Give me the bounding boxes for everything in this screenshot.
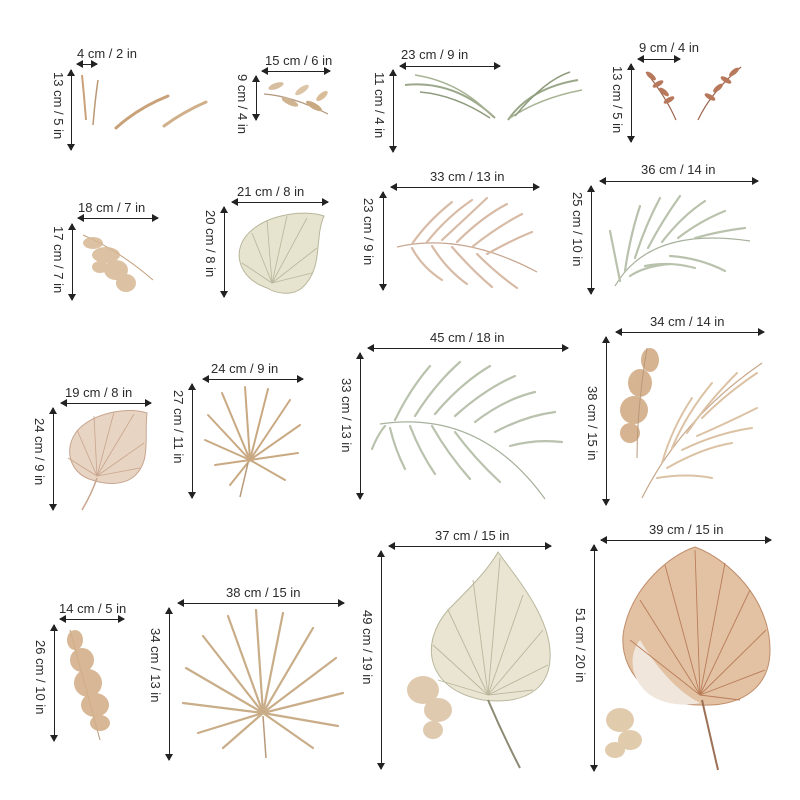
grass-sweep-icon: [404, 71, 583, 121]
height-label: 17 cm / 7 in: [51, 226, 66, 294]
width-label: 19 cm / 8 in: [65, 385, 133, 400]
width-arrow: [637, 54, 681, 64]
height-arrow: [187, 383, 197, 499]
pampas-icon: [67, 629, 110, 741]
fan-palm-icon: [407, 551, 551, 769]
width-arrow: [76, 59, 98, 69]
spiky-palm-icon: [204, 386, 301, 498]
height-arrow: [48, 407, 58, 511]
height-label: 11 cm / 4 in: [372, 72, 387, 139]
width-arrow: [59, 614, 125, 624]
width-label: 4 cm / 2 in: [77, 46, 137, 61]
width-label: 39 cm / 15 in: [649, 522, 724, 537]
width-label: 23 cm / 9 in: [401, 47, 469, 62]
height-label: 13 cm / 5 in: [610, 66, 625, 134]
width-label: 37 cm / 15 in: [435, 528, 510, 543]
height-label: 13 cm / 5 in: [51, 72, 66, 140]
height-arrow: [378, 191, 388, 291]
width-label: 24 cm / 9 in: [211, 361, 279, 376]
pampas-icon: [82, 234, 154, 292]
fan-palm-icon: [605, 546, 771, 771]
height-arrow: [601, 336, 611, 506]
fan-palm-icon: [67, 410, 148, 511]
width-arrow: [77, 213, 159, 223]
height-arrow: [67, 223, 77, 301]
leaf-sprig-icon: [263, 82, 329, 115]
height-label: 23 cm / 9 in: [361, 198, 376, 266]
height-label: 24 cm / 9 in: [32, 418, 47, 486]
width-label: 36 cm / 14 in: [641, 162, 716, 177]
height-label: 25 cm / 10 in: [570, 192, 585, 267]
height-arrow: [66, 69, 76, 151]
height-arrow: [589, 544, 599, 772]
width-arrow: [60, 398, 152, 408]
width-arrow: [367, 343, 569, 353]
height-arrow: [586, 185, 596, 295]
width-arrow: [390, 182, 540, 192]
spiky-palm-icon: [181, 608, 345, 759]
height-label: 33 cm / 13 in: [339, 378, 354, 453]
terracotta-sprig-icon: [645, 66, 742, 121]
width-arrow: [615, 327, 765, 337]
height-label: 9 cm / 4 in: [235, 74, 250, 134]
width-label: 34 cm / 14 in: [650, 314, 725, 329]
height-arrow: [626, 63, 636, 143]
width-arrow: [388, 541, 552, 551]
width-arrow: [399, 61, 501, 71]
width-label: 38 cm / 15 in: [226, 585, 301, 600]
height-arrow: [164, 607, 174, 761]
pampas-frond-icon: [620, 347, 763, 499]
height-arrow: [251, 75, 261, 121]
width-label: 45 cm / 18 in: [430, 330, 505, 345]
height-label: 27 cm / 11 in: [171, 390, 186, 464]
width-arrow: [231, 197, 329, 207]
fan-palm-icon: [238, 212, 325, 294]
height-arrow: [355, 352, 365, 500]
width-label: 9 cm / 4 in: [639, 40, 699, 55]
height-arrow: [49, 624, 59, 742]
height-arrow: [219, 206, 229, 298]
width-arrow: [177, 598, 345, 608]
width-arrow: [599, 176, 759, 186]
height-label: 51 cm / 20 in: [573, 608, 588, 683]
width-label: 14 cm / 5 in: [59, 601, 127, 616]
palm-frond-icon: [370, 360, 564, 500]
palm-frond-icon: [396, 196, 538, 290]
width-arrow: [202, 374, 304, 384]
width-label: 18 cm / 7 in: [78, 200, 146, 215]
width-arrow: [600, 535, 772, 545]
height-label: 20 cm / 8 in: [203, 210, 218, 278]
width-label: 15 cm / 6 in: [265, 53, 333, 68]
height-arrow: [388, 69, 398, 153]
width-label: 33 cm / 13 in: [430, 169, 505, 184]
height-label: 38 cm / 15 in: [585, 386, 600, 461]
grass-blades-icon: [81, 74, 208, 130]
height-label: 49 cm / 19 in: [360, 610, 375, 685]
height-label: 34 cm / 13 in: [148, 628, 163, 703]
width-arrow: [261, 66, 331, 76]
palm-frond-icon: [608, 194, 751, 287]
height-label: 26 cm / 10 in: [33, 640, 48, 715]
width-label: 21 cm / 8 in: [237, 184, 305, 199]
height-arrow: [376, 550, 386, 770]
